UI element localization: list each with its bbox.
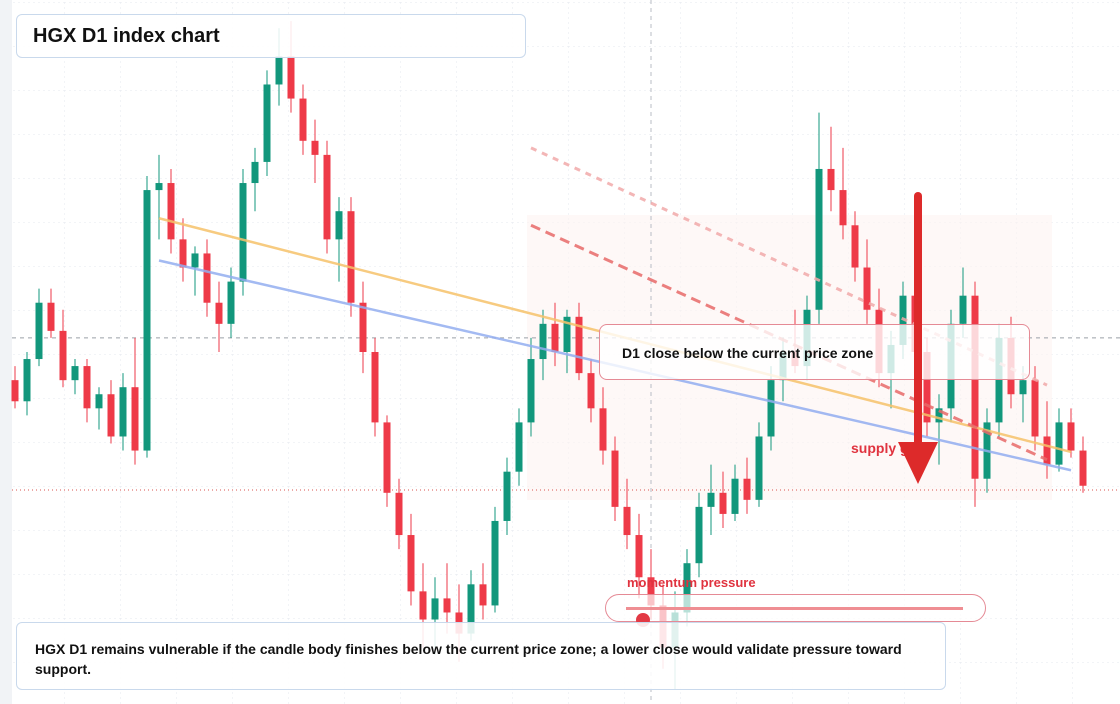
candle-body (191, 253, 199, 268)
candle-body (695, 506, 703, 564)
candle-body (431, 598, 439, 620)
candle-body (1055, 422, 1063, 465)
candle-body (383, 422, 391, 493)
candle-body (203, 253, 211, 303)
candle-body (11, 380, 19, 402)
candle-body (503, 471, 511, 521)
candle-body (599, 408, 607, 451)
candle-body (515, 422, 523, 472)
callout: D1 close below the current price zone (599, 324, 1030, 380)
candle-body (251, 161, 259, 184)
candle-body (179, 239, 187, 268)
candle-body (995, 337, 1003, 423)
candle-body (863, 267, 871, 310)
left-edge (0, 0, 12, 704)
candle-body (239, 183, 247, 282)
candle-body (323, 154, 331, 240)
candle-body (143, 190, 151, 451)
candle-body (95, 394, 103, 409)
candle-body (971, 295, 979, 479)
candle-body (215, 302, 223, 324)
candle-body (443, 598, 451, 613)
candle-body (491, 520, 499, 606)
candle-body (131, 387, 139, 451)
candle-body (371, 352, 379, 423)
candle-body (935, 408, 943, 423)
candle-body (683, 563, 691, 613)
candle-body (743, 478, 751, 500)
zone-label: supply gap (851, 440, 925, 456)
candle-body (167, 183, 175, 240)
candle-body (575, 316, 583, 374)
candle-body (1031, 380, 1039, 437)
candle-body (227, 281, 235, 324)
slider[interactable] (605, 594, 986, 627)
candle-body (47, 302, 55, 331)
candle-body (767, 380, 775, 437)
candle-body (35, 302, 43, 360)
candle-body (347, 211, 355, 303)
candle-body (83, 366, 91, 409)
candle-body (923, 352, 931, 423)
candle-body (1043, 436, 1051, 465)
candle-body (539, 323, 547, 360)
candle-body (275, 56, 283, 85)
candle-body (611, 450, 619, 507)
candle-body (551, 323, 559, 352)
candle-body (335, 211, 343, 240)
candle-body (755, 436, 763, 500)
candle-body (479, 584, 487, 606)
candle-body (1067, 422, 1075, 451)
candle-body (119, 387, 127, 437)
candle-body (851, 225, 859, 268)
candle-body (107, 394, 115, 437)
candle-body (467, 584, 475, 634)
candle-body (587, 373, 595, 409)
candle-body (827, 168, 835, 191)
candle-body (299, 98, 307, 141)
trendline (530, 223, 1048, 462)
candle-body (959, 295, 967, 324)
candle-body (155, 183, 163, 191)
note: HGX D1 remains vulnerable if the candle … (16, 622, 946, 690)
candle-body (731, 478, 739, 514)
candle-body (263, 84, 271, 162)
candle-body (1019, 380, 1027, 395)
candle-body (563, 316, 571, 352)
candle-body (623, 506, 631, 536)
candle-body (287, 56, 295, 99)
candle-body (71, 366, 79, 381)
candle-body (407, 535, 415, 592)
candle-body (359, 302, 367, 352)
candle-body (1079, 450, 1087, 486)
candle-body (395, 492, 403, 536)
candle-body (815, 168, 823, 310)
title: HGX D1 index chart (16, 14, 526, 58)
slider-label: momentum pressure (627, 575, 756, 590)
candle-body (839, 190, 847, 226)
candle-body (419, 591, 427, 620)
candle-body (59, 330, 67, 381)
candle-body (23, 359, 31, 402)
candle-body (647, 577, 655, 606)
slider-track (626, 607, 963, 627)
candle-body (311, 140, 319, 155)
candle-body (635, 535, 643, 578)
candle-body (527, 359, 535, 423)
candle-body (719, 492, 727, 514)
candle-body (707, 492, 715, 507)
